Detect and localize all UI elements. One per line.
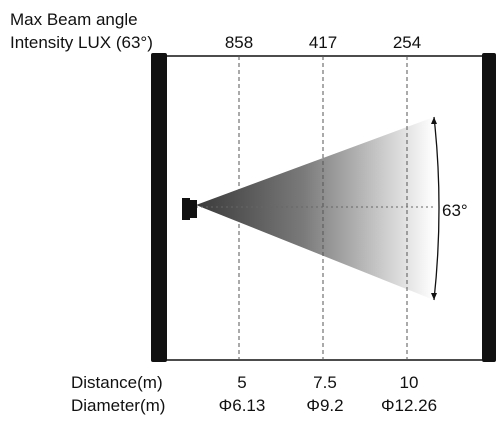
- beam-angle-arrow-bottom: [431, 293, 437, 300]
- beam-angle-arrow-top: [431, 117, 437, 124]
- distance-value-7-5: 7.5: [313, 373, 337, 392]
- diameter-value-9-2: Φ9.2: [306, 396, 344, 415]
- left-frame-bar: [151, 53, 167, 362]
- light-beam: [196, 117, 434, 300]
- lux-value-417: 417: [308, 33, 338, 52]
- fixture-lens: [190, 200, 197, 218]
- diameter-label: Diameter(m): [71, 396, 166, 415]
- intensity-lux-label: Intensity LUX (63°): [10, 33, 153, 52]
- diameter-value-6-13: Φ6.13: [218, 396, 266, 415]
- distance-value-5: 5: [237, 373, 247, 392]
- lux-value-858: 858: [224, 33, 254, 52]
- max-beam-angle-title: Max Beam angle: [10, 10, 138, 29]
- beam-angle-label: 63°: [442, 201, 468, 220]
- distance-value-10: 10: [399, 373, 419, 392]
- distance-label: Distance(m): [71, 373, 163, 392]
- lux-value-254: 254: [392, 33, 422, 52]
- fixture-body: [182, 198, 190, 220]
- beam-angle-arc: [433, 116, 440, 301]
- diameter-value-12-26: Φ12.26: [380, 396, 438, 415]
- right-frame-bar: [482, 53, 496, 362]
